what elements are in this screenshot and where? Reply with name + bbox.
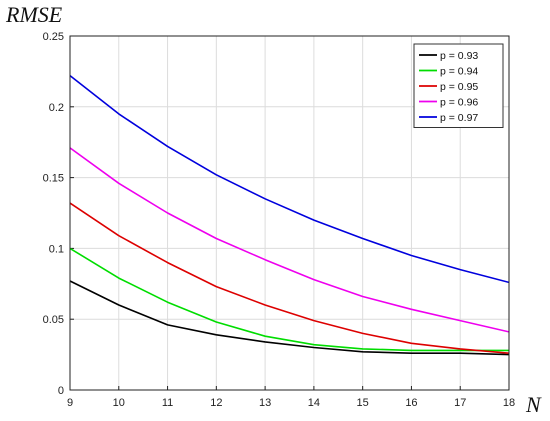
x-tick-label: 17	[454, 397, 466, 409]
series-line-5	[69, 74, 510, 284]
legend-label: p = 0.97	[440, 112, 478, 124]
y-tick-label: 0	[58, 385, 64, 397]
x-tick-label: 13	[259, 397, 271, 409]
y-tick-label: 0.15	[43, 173, 64, 185]
y-tick-label: 0.1	[49, 243, 64, 255]
series-line-4	[69, 147, 510, 333]
series-line-3	[69, 202, 510, 354]
x-tick-labels: 9 10 11 12 13 14 15 16 17 18	[67, 397, 515, 409]
series-line-1	[69, 280, 510, 356]
series-line-2	[69, 247, 509, 352]
x-axis-title: N	[525, 392, 542, 417]
plot-border	[69, 35, 510, 391]
y-tick-labels: 0 0.05 0.1 0.15 0.2 0.25	[43, 31, 64, 397]
x-tick-label: 16	[405, 397, 417, 409]
x-tick-label: 15	[357, 397, 369, 409]
x-tick-label: 9	[67, 397, 73, 409]
x-tick-label: 18	[503, 397, 515, 409]
y-axis-title: RMSE	[5, 2, 63, 27]
y-tick-label: 0.2	[49, 102, 64, 114]
series-group	[69, 74, 510, 356]
x-tick-label: 12	[210, 397, 222, 409]
legend-label: p = 0.93	[440, 50, 478, 62]
legend-label: p = 0.94	[440, 66, 478, 78]
y-tick-label: 0.25	[43, 31, 64, 43]
legend-label: p = 0.95	[440, 81, 478, 93]
x-tick-label: 10	[113, 397, 125, 409]
x-tick-label: 11	[162, 397, 173, 409]
legend: p = 0.93 p = 0.94 p = 0.95 p = 0.96 p = 0.97	[413, 43, 504, 128]
x-tick-label: 14	[308, 397, 320, 409]
y-tick-label: 0.05	[43, 314, 64, 326]
legend-label: p = 0.96	[440, 97, 478, 109]
